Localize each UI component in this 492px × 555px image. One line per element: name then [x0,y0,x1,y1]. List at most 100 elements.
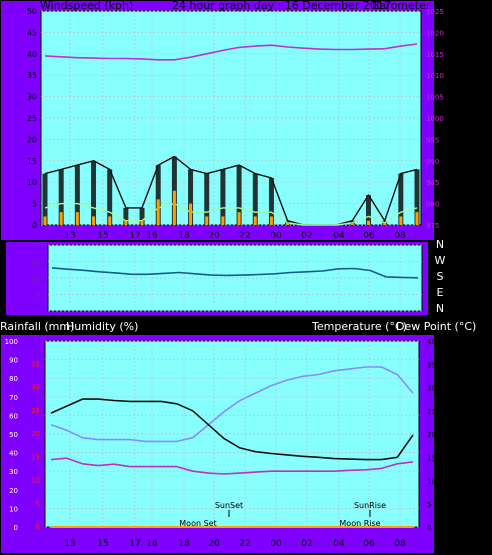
barometer-tick-label: 980 [426,201,439,209]
wind-time-tick-label: 00 [270,231,282,241]
graph-date-title: 24 hour graph day : 16 December 2017 [172,0,391,12]
barometer-tick-label: 995 [426,136,439,144]
barometer-tick-label: 1000 [426,115,444,123]
rainfall-tick-label: 15 [31,453,40,461]
compass-letter: E [437,286,444,299]
windspeed-tick-label: 10 [27,178,37,187]
barometer-tick-label: 990 [426,158,439,166]
barometer-tick-label: 1010 [426,72,444,80]
dewpoint-axis-title: Dew Point (°C) [396,320,476,333]
temperature-axis: 0 5 10 15 20 25 30 35 40 [427,338,436,532]
direction-tick-label: 90 [36,292,45,300]
temperature-axis-title: Temperature (°C) [311,320,407,333]
temperature-tick-label: 40 [427,338,436,346]
temperature-time-tick-label: 16 [146,539,158,549]
rainfall-tick-label: 30 [31,384,40,392]
temperature-tick-label: 20 [427,431,436,439]
wind-time-tick-label: 08 [394,231,406,241]
windspeed-tick-label: 30 [27,93,37,102]
rainfall-tick-label: 20 [31,430,40,438]
humidity-tick-label: 100 [5,338,18,346]
temperature-time-tick-label: 13 [64,539,75,549]
temperature-time-tick-label: 08 [394,539,406,549]
temperature-time-axis: 13 15 17 16 18 20 22 00 02 04 06 08 [64,539,406,549]
humidity-tick-label: 40 [9,450,18,458]
temperature-tick-label: 30 [427,385,436,393]
windspeed-tick-label: 40 [27,50,37,59]
windspeed-tick-label: 5 [32,200,37,209]
direction-tick-label: 270 [32,259,45,267]
humidity-tick-label: 60 [9,412,18,420]
temperature-time-tick-label: 04 [333,539,345,549]
humidity-tick-label: 10 [9,505,18,513]
wind-gridlines [41,10,421,226]
wind-time-tick-label: 04 [333,231,345,241]
humidity-tick-label: 30 [9,468,18,476]
rainfall-axis: 0 5 10 15 20 25 30 35 [31,360,40,531]
temperature-gridlines [45,340,419,528]
compass-letter: N [436,238,444,251]
temperature-time-tick-label: 06 [363,539,375,549]
direction-marks [51,267,419,279]
barometer-axis-title: Barometer (hpa) [372,0,463,12]
temperature-plot-area [44,340,420,528]
windspeed-tick-label: 20 [27,135,37,144]
windspeed-tick-label: 25 [27,114,37,123]
temperature-tick-label: 15 [427,454,436,462]
compass-letter: W [435,254,446,267]
wind-time-tick-label: 20 [208,231,220,241]
direction-gridlines [48,244,422,312]
rainfall-tick-label: 0 [36,523,40,531]
windspeed-tick-label: 45 [27,28,37,37]
windspeed-axis: 0 5 10 15 20 25 30 35 40 45 50 [27,7,37,230]
windspeed-tick-label: 15 [27,157,37,166]
wind-time-tick-label: 02 [301,231,312,241]
temperature-time-tick-label: 22 [239,539,250,549]
rainfall-tick-label: 10 [31,477,40,485]
barometer-tick-label: 975 [426,222,439,230]
temperature-tick-label: 5 [427,501,431,509]
barometer-tick-label: 1005 [426,94,444,102]
wind-marks [42,43,420,226]
direction-tick-label: 180 [32,275,45,283]
humidity-series-line [50,366,414,443]
compass-letter: S [437,270,444,283]
humidity-tick-label: 50 [9,431,18,439]
temperature-time-tick-label: 00 [270,539,282,549]
temperature-series-line [50,398,414,461]
barometer-tick-label: 1025 [426,8,444,16]
wind-time-tick-label: 13 [64,231,75,241]
windspeed-tick-label: 35 [27,71,37,80]
temperature-tick-label: 10 [427,478,436,486]
wind-average-series-line [44,202,418,226]
moonrise-label: Moon Rise [339,519,380,528]
temperature-time-tick-label: 20 [208,539,220,549]
humidity-tick-label: 70 [9,394,18,402]
direction-axis: 90 180 270 360 [32,242,45,300]
sun-moon-annotations: SunSet SunRise Moon Set Moon Rise [179,501,386,528]
temperature-tick-label: 25 [427,408,436,416]
temperature-time-tick-label: 02 [301,539,312,549]
wind-gust-series-line [44,155,418,226]
windspeed-tick-label: 50 [27,7,37,16]
direction-plot-area [47,244,423,312]
rainfall-tick-label: 5 [36,500,40,508]
temperature-time-tick-label: 17 [129,539,140,549]
humidity-tick-label: 20 [9,487,18,495]
wind-time-tick-label: 22 [239,231,250,241]
direction-series-line [51,267,419,279]
barometer-axis: 975 980 985 990 995 1000 1005 1010 1015 1020 1025 [426,8,444,230]
temperature-tick-label: 0 [427,524,431,532]
barometer-series-line [44,43,418,61]
wind-time-tick-label: 15 [97,231,108,241]
barometer-tick-label: 1015 [426,51,444,59]
compass-letter: N [436,302,444,315]
dewpoint-series-line [50,457,414,475]
temperature-time-tick-label: 15 [97,539,108,549]
direction-tick-label: 360 [32,242,45,250]
wind-time-tick-label: 18 [178,231,190,241]
rainfall-tick-label: 35 [31,360,40,368]
humidity-tick-label: 0 [14,524,18,532]
